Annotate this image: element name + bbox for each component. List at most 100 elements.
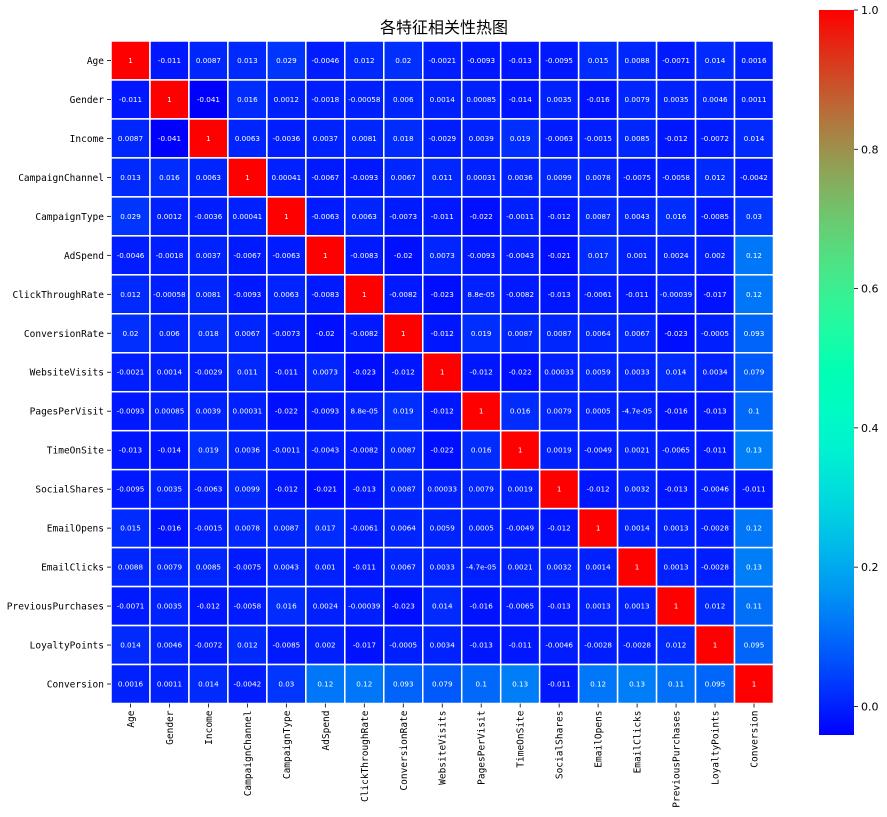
cell-value-label: 0.011 bbox=[432, 173, 453, 182]
heatmap-cell bbox=[733, 196, 775, 237]
heatmap-cell bbox=[344, 390, 385, 432]
cell-value-label: 0.0087 bbox=[274, 524, 299, 533]
y-tick-label: CampaignChannel bbox=[18, 173, 104, 184]
colorbar-tick-label: 0.8 bbox=[861, 143, 879, 156]
cell-value-label: 0.0013 bbox=[625, 602, 650, 611]
cell-value-label: -0.023 bbox=[664, 329, 687, 338]
colorbar-tick-label: 0.2 bbox=[861, 561, 879, 574]
cell-value-label: -0.0082 bbox=[389, 290, 417, 299]
cell-value-label: 0.0005 bbox=[469, 524, 494, 533]
heatmap-cell bbox=[422, 196, 463, 237]
cell-value-label: -0.00058 bbox=[153, 290, 186, 299]
x-tick-label: EmailClicks bbox=[633, 710, 644, 773]
cell-value-label: 0.014 bbox=[198, 680, 219, 689]
cell-value-label: -0.0083 bbox=[350, 251, 378, 260]
heatmap-cell bbox=[305, 352, 346, 393]
cell-value-label: 0.018 bbox=[198, 329, 219, 338]
cell-value-label: -0.022 bbox=[470, 212, 493, 221]
cell-value-label: 1 bbox=[596, 524, 601, 533]
cell-value-label: 1 bbox=[557, 485, 562, 494]
heatmap-cell bbox=[733, 157, 775, 198]
x-tick-label: Gender bbox=[165, 710, 176, 745]
cell-value-label: 0.0087 bbox=[391, 446, 416, 455]
cell-value-label: 0.0063 bbox=[352, 212, 377, 221]
heatmap-cell bbox=[460, 79, 502, 120]
cell-value-label: 0.0016 bbox=[741, 56, 767, 65]
heatmap-cell bbox=[227, 79, 268, 120]
heatmap-cell bbox=[538, 429, 580, 471]
cell-value-label: -0.011 bbox=[431, 212, 454, 221]
cell-value-label: -0.0063 bbox=[545, 134, 573, 143]
cell-value-label: 0.011 bbox=[237, 368, 258, 377]
heatmap-cell bbox=[499, 235, 541, 276]
cell-value-label: -0.0011 bbox=[506, 212, 534, 221]
cell-value-label: 0.0067 bbox=[391, 173, 416, 182]
cell-value-label: 0.0037 bbox=[313, 134, 338, 143]
cell-value-label: 0.0073 bbox=[430, 251, 455, 260]
heatmap-cell bbox=[499, 624, 541, 666]
cell-value-label: 0.0014 bbox=[157, 368, 183, 377]
cell-value-label: -0.0021 bbox=[117, 368, 145, 377]
heatmap-cell bbox=[344, 352, 385, 393]
cell-value-label: 0.0099 bbox=[235, 485, 261, 494]
heatmap-cell bbox=[655, 507, 697, 549]
cell-value-label: -0.0093 bbox=[467, 251, 495, 260]
cell-value-label: -0.014 bbox=[509, 95, 533, 104]
heatmap-cell bbox=[422, 468, 463, 510]
cell-value-label: -0.0071 bbox=[662, 56, 690, 65]
cell-value-label: -0.0075 bbox=[623, 173, 651, 182]
cell-value-label: -0.011 bbox=[509, 641, 532, 650]
heatmap-cell bbox=[344, 196, 385, 237]
heatmap-cell bbox=[460, 157, 502, 198]
x-tick-label: Age bbox=[126, 710, 137, 727]
cell-value-label: 0.0039 bbox=[196, 407, 222, 416]
heatmap-cell bbox=[733, 235, 775, 276]
heatmap-cell bbox=[383, 274, 424, 315]
colorbar-tick-label: 0.0 bbox=[861, 700, 879, 713]
heatmap-cell bbox=[577, 352, 619, 393]
cell-value-label: -0.02 bbox=[316, 329, 335, 338]
heatmap-cell bbox=[227, 235, 268, 276]
heatmap-cell bbox=[460, 274, 502, 315]
heatmap-cell bbox=[149, 507, 190, 549]
cell-value-label: -0.011 bbox=[158, 56, 181, 65]
cell-value-label: 0.0033 bbox=[625, 368, 650, 377]
cell-value-label: 0.012 bbox=[354, 56, 375, 65]
cell-value-label: 0.0043 bbox=[274, 563, 299, 572]
cell-value-label: 1 bbox=[245, 173, 250, 182]
cell-value-label: 0.012 bbox=[705, 173, 726, 182]
heatmap-cell bbox=[227, 468, 268, 510]
heatmap-cell bbox=[499, 585, 541, 627]
cell-value-label: 0.0064 bbox=[586, 329, 612, 338]
x-tick-label: PreviousPurchases bbox=[672, 710, 683, 807]
heatmap-cell bbox=[616, 235, 658, 276]
cell-value-label: -0.0021 bbox=[428, 56, 456, 65]
heatmap-cell bbox=[538, 352, 580, 393]
cell-value-label: -0.012 bbox=[392, 368, 415, 377]
cell-value-label: -0.0061 bbox=[584, 290, 612, 299]
heatmap-cell bbox=[616, 40, 658, 81]
cell-value-label: -0.0042 bbox=[234, 680, 262, 689]
heatmap-cell bbox=[422, 429, 463, 471]
y-tick-label: PreviousPurchases bbox=[7, 602, 104, 613]
x-tick-label: SocialShares bbox=[555, 710, 566, 779]
cell-value-label: -0.0018 bbox=[311, 95, 339, 104]
heatmap-cell bbox=[266, 79, 307, 120]
y-tick-label: TimeOnSite bbox=[47, 446, 104, 457]
y-tick-label: Gender bbox=[70, 95, 105, 106]
cell-value-label: -4.7e-05 bbox=[466, 563, 496, 572]
cell-value-label: 0.093 bbox=[393, 680, 414, 689]
cell-value-label: -0.013 bbox=[509, 56, 532, 65]
cell-value-label: -0.0085 bbox=[701, 212, 729, 221]
heatmap-cell bbox=[227, 507, 268, 549]
heatmap-cell bbox=[149, 274, 190, 315]
cell-value-label: -0.0065 bbox=[662, 446, 690, 455]
cell-value-label: 0.13 bbox=[746, 446, 762, 455]
heatmap-cell bbox=[305, 429, 346, 471]
cell-value-label: 0.0012 bbox=[274, 95, 299, 104]
heatmap-cell bbox=[538, 79, 580, 120]
cell-value-label: 0.001 bbox=[627, 251, 648, 260]
cell-value-label: 0.006 bbox=[393, 95, 414, 104]
cell-value-label: -0.0058 bbox=[662, 173, 690, 182]
heatmap-cell bbox=[616, 79, 658, 120]
